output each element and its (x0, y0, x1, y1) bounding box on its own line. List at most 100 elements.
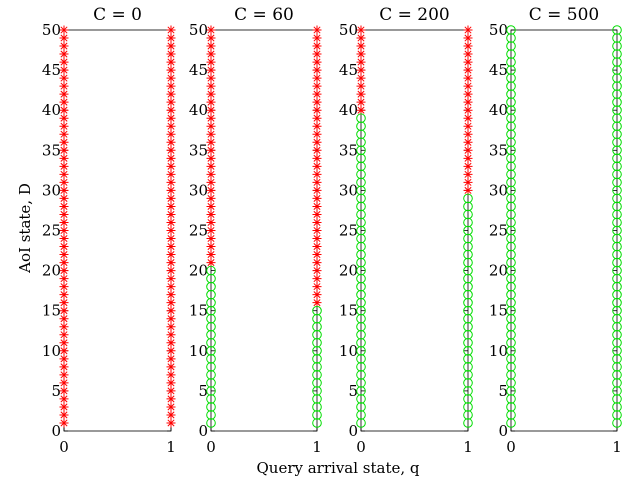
circle-marker (463, 378, 473, 388)
y-tick-label: 15 (189, 302, 208, 320)
y-tick-label: 15 (489, 302, 508, 320)
star-marker (166, 258, 176, 268)
star-marker (312, 258, 322, 268)
circle-marker (206, 354, 216, 364)
star-marker (166, 394, 176, 404)
y-tick-label: 10 (42, 342, 61, 360)
star-marker (59, 282, 69, 292)
y-tick-label: 15 (339, 302, 358, 320)
circle-marker (612, 177, 622, 188)
circle-marker (506, 281, 516, 292)
star-marker (59, 105, 69, 115)
star-marker (166, 290, 176, 300)
circle-marker (463, 217, 473, 228)
circle-marker (356, 305, 366, 316)
star-marker (312, 129, 322, 139)
y-tick-label: 45 (189, 61, 208, 79)
circle-marker (206, 305, 216, 316)
circle-marker (356, 346, 366, 356)
y-tick-label: 30 (42, 181, 61, 199)
star-marker (312, 169, 322, 179)
circle-marker (312, 337, 322, 348)
y-tick-label: 10 (189, 342, 208, 360)
star-marker (166, 89, 176, 99)
star-marker (59, 226, 69, 235)
y-tick-label: 50 (42, 21, 61, 39)
circle-marker (506, 169, 516, 180)
circle-marker (612, 73, 622, 83)
circle-marker (356, 193, 366, 204)
star-marker (206, 41, 216, 51)
circle-marker (506, 185, 516, 196)
circle-marker (612, 185, 622, 196)
star-marker (59, 410, 69, 420)
star-marker (59, 145, 69, 155)
star-marker (463, 161, 473, 171)
circle-marker (312, 362, 322, 372)
star-marker (206, 226, 216, 235)
star-marker (463, 57, 473, 67)
circle-marker (463, 273, 473, 284)
circle-marker (356, 201, 366, 212)
star-marker (463, 129, 473, 139)
circle-marker (612, 362, 622, 372)
star-marker (166, 282, 176, 292)
circle-marker (206, 418, 216, 428)
star-marker (59, 129, 69, 139)
star-marker (206, 65, 216, 75)
star-marker (166, 129, 176, 139)
star-marker (166, 242, 176, 252)
star-marker (59, 290, 69, 300)
circle-marker (612, 225, 622, 236)
y-tick-label: 40 (42, 101, 61, 119)
star-marker (166, 217, 176, 227)
star-marker (166, 193, 176, 203)
circle-marker (463, 321, 473, 332)
star-marker (312, 177, 322, 187)
circle-marker (506, 177, 516, 188)
star-marker (463, 177, 473, 187)
star-marker (166, 201, 176, 211)
circle-marker (463, 386, 473, 396)
circle-marker (612, 65, 622, 75)
circle-marker (506, 386, 516, 396)
star-marker (166, 145, 176, 155)
y-tick-label: 40 (189, 101, 208, 119)
star-marker (59, 121, 69, 131)
star-marker (59, 201, 69, 211)
star-marker (312, 274, 322, 284)
star-marker (206, 57, 216, 67)
star-marker (59, 394, 69, 404)
circle-marker (506, 402, 516, 412)
circle-marker (312, 346, 322, 356)
star-marker (463, 169, 473, 179)
star-marker (59, 386, 69, 396)
circle-marker (612, 217, 622, 228)
y-tick-label: 0 (198, 422, 208, 440)
circle-marker (356, 177, 366, 188)
y-tick-label: 50 (339, 21, 358, 39)
circle-marker (506, 362, 516, 372)
subplot-title: C = 60 (234, 5, 294, 25)
y-tick-label: 25 (489, 222, 508, 240)
circle-marker (356, 289, 366, 300)
circle-marker (312, 354, 322, 364)
star-marker (166, 322, 176, 332)
circle-marker (506, 57, 516, 67)
circle-marker (312, 370, 322, 380)
circle-marker (463, 329, 473, 340)
star-marker (206, 121, 216, 131)
y-tick-label: 20 (42, 262, 61, 280)
star-marker (59, 346, 69, 356)
star-marker (463, 121, 473, 131)
star-marker (59, 250, 69, 260)
star-marker (206, 234, 216, 244)
circle-marker (356, 153, 366, 164)
star-marker (312, 226, 322, 235)
circle-marker (356, 394, 366, 404)
circle-marker (356, 273, 366, 284)
circle-marker (612, 402, 622, 412)
star-marker (166, 418, 176, 428)
circle-marker (612, 394, 622, 404)
circle-marker (206, 362, 216, 372)
